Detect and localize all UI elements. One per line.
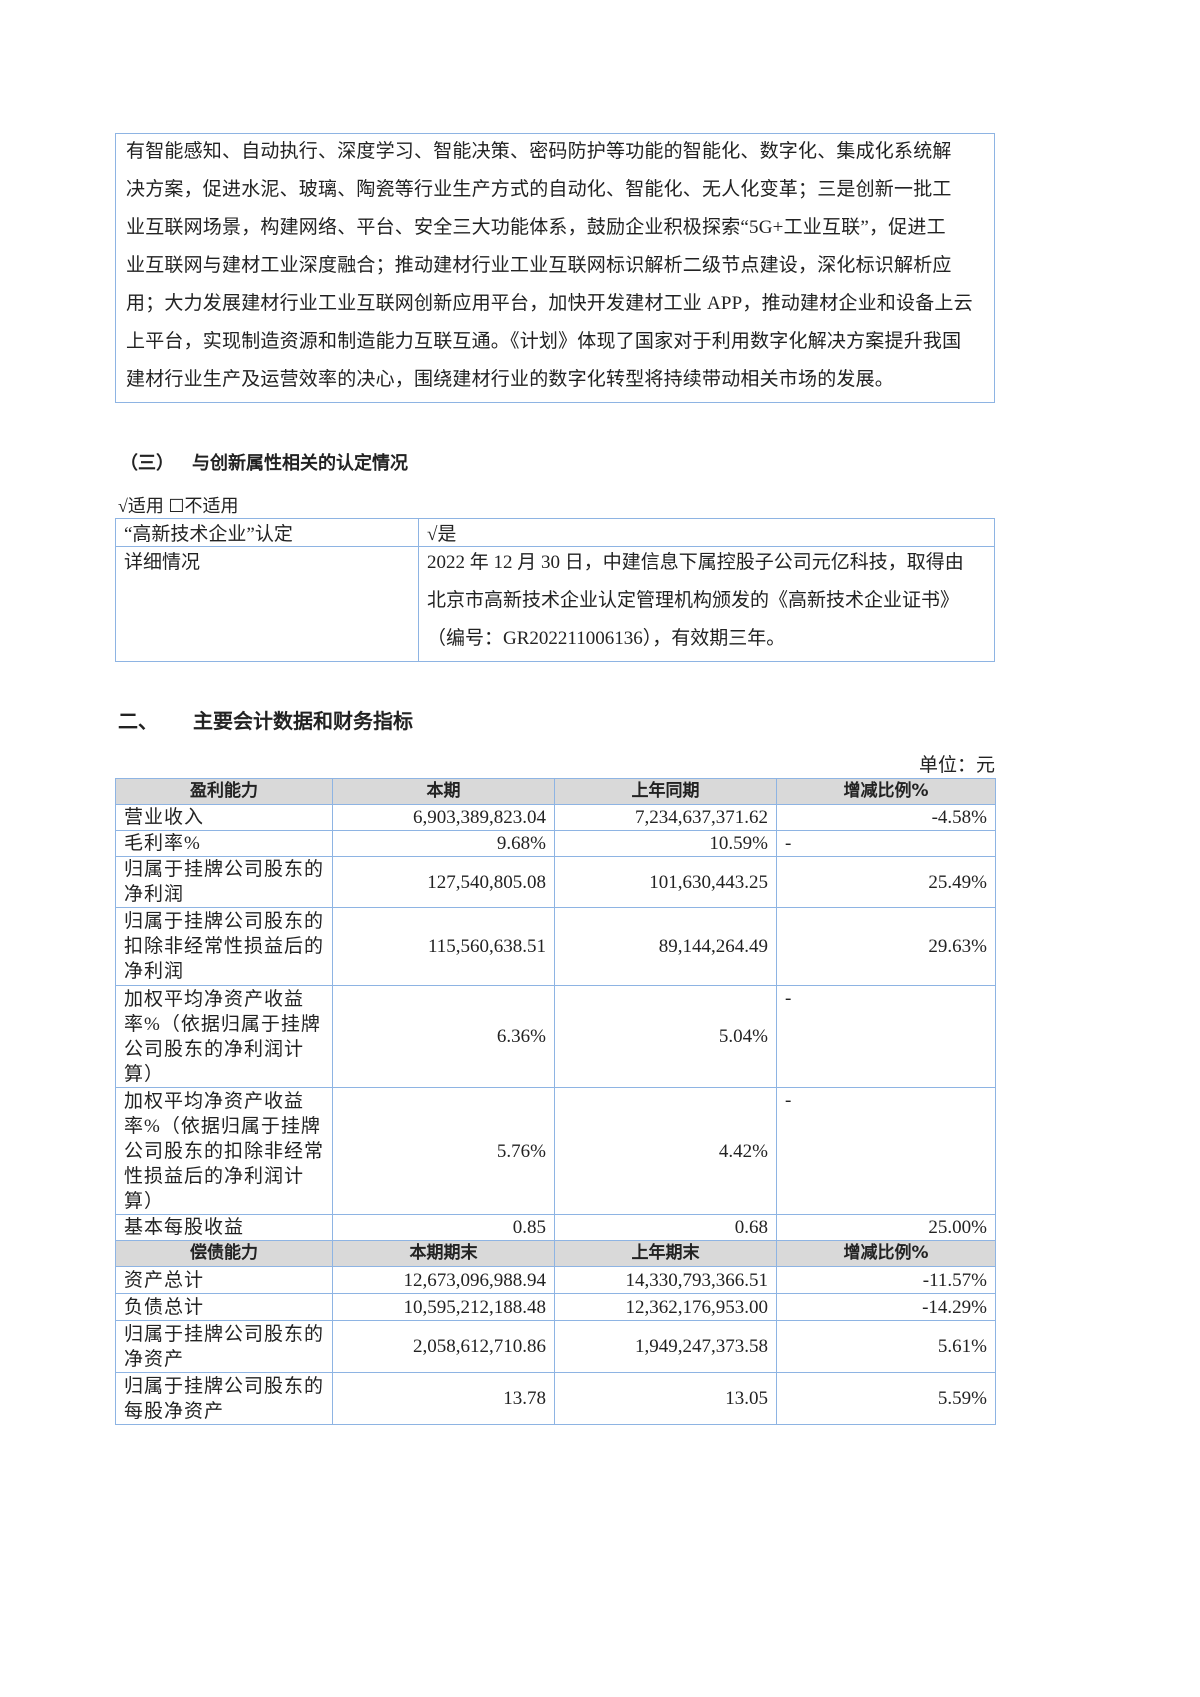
value-cell: 5.61% xyxy=(776,1320,996,1373)
section-title: 主要会计数据和财务指标 xyxy=(193,709,413,733)
innovation-table: “高新技术企业”认定 √是 详细情况 2022 年 12 月 30 日，中建信息… xyxy=(115,518,995,662)
value-cell: 25.49% xyxy=(776,856,996,908)
intro-text-box: 有智能感知、自动执行、深度学习、智能决策、密码防护等功能的智能化、数字化、集成化… xyxy=(115,133,995,403)
row-label: 营业收入 xyxy=(115,804,333,831)
value-cell: 5.04% xyxy=(554,985,777,1088)
paragraph-line: 上平台，实现制造资源和制造能力互联互通。《计划》体现了国家对于利用数字化解决方案… xyxy=(126,331,962,352)
value-cell: 101,630,443.25 xyxy=(554,856,777,908)
applicability-checkbox: √适用 ☐不适用 xyxy=(118,496,239,516)
value-cell: 1,949,247,373.58 xyxy=(554,1320,777,1373)
label-cell: “高新技术企业”认定 xyxy=(115,518,419,547)
value-cell: - xyxy=(776,830,996,857)
paragraph-line: 有智能感知、自动执行、深度学习、智能决策、密码防护等功能的智能化、数字化、集成化… xyxy=(126,141,952,162)
value-cell: 7,234,637,371.62 xyxy=(554,804,777,831)
paragraph-line: 用；大力发展建材行业工业互联网创新应用平台，加快开发建材工业 APP，推动建材企… xyxy=(126,293,973,314)
value-cell: √是 xyxy=(418,518,995,547)
detail-line: 北京市高新技术企业认定管理机构颁发的《高新技术企业证书》 xyxy=(427,590,960,611)
value-cell: 4.42% xyxy=(554,1087,777,1215)
value-cell: 6.36% xyxy=(332,985,555,1088)
value-cell: 6,903,389,823.04 xyxy=(332,804,555,831)
value-cell: 10,595,212,188.48 xyxy=(332,1293,555,1321)
row-label: 加权平均净资产收益 率%（依据归属于挂牌 公司股东的扣除非经常 性损益后的净利润… xyxy=(115,1087,333,1215)
value-cell: 12,673,096,988.94 xyxy=(332,1266,555,1294)
detail-line: （编号：GR202211006136），有效期三年。 xyxy=(427,628,786,649)
column-header: 上年期末 xyxy=(554,1240,777,1267)
table-row: 归属于挂牌公司股东的 扣除非经常性损益后的 净利润 115,560,638.51 8… xyxy=(115,907,996,986)
table-row: 加权平均净资产收益 率%（依据归属于挂牌 公司股东的扣除非经常 性损益后的净利润… xyxy=(115,1087,996,1215)
detail-cell: 2022 年 12 月 30 日，中建信息下属控股子公司元亿科技，取得由 北京市… xyxy=(418,546,995,662)
value-cell: 10.59% xyxy=(554,830,777,857)
unit-label: 单位：元 xyxy=(918,755,995,776)
row-label: 归属于挂牌公司股东的 净利润 xyxy=(115,856,333,908)
row-label: 加权平均净资产收益 率%（依据归属于挂牌 公司股东的净利润计 算） xyxy=(115,985,333,1088)
section-heading-innovation: （三） 与创新属性相关的认定情况 xyxy=(120,449,408,475)
section-title: 与创新属性相关的认定情况 xyxy=(192,453,408,474)
column-header: 本期 xyxy=(332,778,555,805)
section-heading-financials: 二、 主要会计数据和财务指标 xyxy=(118,705,413,734)
financial-table: 盈利能力 本期 上年同期 增减比例% 营业收入 6,903,389,823.04 7,234… xyxy=(115,778,996,1425)
row-label: 负债总计 xyxy=(115,1293,333,1321)
row-label: 基本每股收益 xyxy=(115,1214,333,1241)
table-row: 营业收入 6,903,389,823.04 7,234,637,371.62 -4.5… xyxy=(115,804,996,831)
paragraph-line: 决方案，促进水泥、玻璃、陶瓷等行业生产方式的自动化、智能化、无人化变革；三是创新… xyxy=(126,179,952,200)
value-cell: 9.68% xyxy=(332,830,555,857)
value-cell: 5.76% xyxy=(332,1087,555,1215)
detail-line: 2022 年 12 月 30 日，中建信息下属控股子公司元亿科技，取得由 xyxy=(427,552,964,573)
row-label: 资产总计 xyxy=(115,1266,333,1294)
table-row: 加权平均净资产收益 率%（依据归属于挂牌 公司股东的净利润计 算） 6.36% 5.… xyxy=(115,985,996,1088)
column-header: 上年同期 xyxy=(554,778,777,805)
paragraph-line: 业互联网场景，构建网络、平台、安全三大功能体系，鼓励企业积极探索“5G+工业互联… xyxy=(126,217,946,238)
row-label: 毛利率% xyxy=(115,830,333,857)
value-cell: 89,144,264.49 xyxy=(554,907,777,986)
value-cell: 13.05 xyxy=(554,1372,777,1425)
table-row: 毛利率% 9.68% 10.59% - xyxy=(115,830,996,857)
paragraph-line: 建材行业生产及运营效率的决心，围绕建材行业的数字化转型将持续带动相关市场的发展。 xyxy=(126,369,895,390)
table-header-row: 偿债能力 本期期末 上年期末 增减比例% xyxy=(115,1240,996,1267)
table-row: 资产总计 12,673,096,988.94 14,330,793,366.51 -1… xyxy=(115,1266,996,1294)
label-cell: 详细情况 xyxy=(115,546,419,662)
table-row: 负债总计 10,595,212,188.48 12,362,176,953.00 -1… xyxy=(115,1293,996,1321)
table-row: 归属于挂牌公司股东的 净资产 2,058,612,710.86 1,949,247,… xyxy=(115,1320,996,1373)
value-cell: 29.63% xyxy=(776,907,996,986)
column-header: 盈利能力 xyxy=(115,778,333,805)
column-header: 增减比例% xyxy=(776,778,996,805)
column-header: 增减比例% xyxy=(776,1240,996,1267)
table-row: 基本每股收益 0.85 0.68 25.00% xyxy=(115,1214,996,1241)
value-cell: - xyxy=(776,1087,996,1215)
section-number: 二、 xyxy=(118,709,158,733)
row-label: 归属于挂牌公司股东的 每股净资产 xyxy=(115,1372,333,1425)
section-number: （三） xyxy=(120,453,174,474)
value-cell: 12,362,176,953.00 xyxy=(554,1293,777,1321)
row-label: 归属于挂牌公司股东的 扣除非经常性损益后的 净利润 xyxy=(115,907,333,986)
value-cell: 115,560,638.51 xyxy=(332,907,555,986)
value-cell: -14.29% xyxy=(776,1293,996,1321)
value-cell: 5.59% xyxy=(776,1372,996,1425)
value-cell: -11.57% xyxy=(776,1266,996,1294)
table-header-row: 盈利能力 本期 上年同期 增减比例% xyxy=(115,778,996,805)
value-cell: 14,330,793,366.51 xyxy=(554,1266,777,1294)
value-cell: 2,058,612,710.86 xyxy=(332,1320,555,1373)
value-cell: 13.78 xyxy=(332,1372,555,1425)
paragraph-line: 业互联网与建材工业深度融合；推动建材行业工业互联网标识解析二级节点建设，深化标识… xyxy=(126,255,952,276)
column-header: 偿债能力 xyxy=(115,1240,333,1267)
value-cell: - xyxy=(776,985,996,1088)
column-header: 本期期末 xyxy=(332,1240,555,1267)
value-cell: 0.85 xyxy=(332,1214,555,1241)
table-row: 归属于挂牌公司股东的 每股净资产 13.78 13.05 5.59% xyxy=(115,1372,996,1425)
value-cell: 0.68 xyxy=(554,1214,777,1241)
value-cell: -4.58% xyxy=(776,804,996,831)
row-label: 归属于挂牌公司股东的 净资产 xyxy=(115,1320,333,1373)
value-cell: 127,540,805.08 xyxy=(332,856,555,908)
table-row: 归属于挂牌公司股东的 净利润 127,540,805.08 101,630,443.… xyxy=(115,856,996,908)
value-cell: 25.00% xyxy=(776,1214,996,1241)
